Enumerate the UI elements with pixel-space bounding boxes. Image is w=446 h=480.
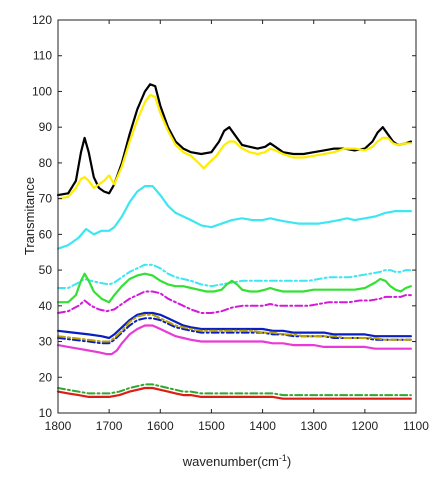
y-tick-label: 50 [39,263,53,277]
series-line-11 [57,383,412,397]
x-tick-label: 1100 [403,419,429,433]
y-axis: 10 20 30 40 50 60 70 80 90 100 110 120 [32,13,416,420]
series-line-6 [57,290,412,314]
series-line-5 [56,272,412,304]
series-line-12 [56,386,412,400]
y-tick-label: 60 [39,227,53,241]
x-axis-label: wavenumber(cm-1) [182,453,291,469]
x-tick-label: 1300 [300,419,327,433]
y-tick-label: 70 [39,192,53,206]
x-tick-label: 1500 [198,419,225,433]
x-axis-label-main: wavenumber(cm [182,454,279,469]
series-line-2 [56,93,412,200]
y-tick-label: 110 [33,49,52,63]
series-line-7 [56,311,412,340]
plot-frame [57,19,417,414]
y-tick-label: 90 [39,120,53,134]
y-tick-label: 30 [39,335,53,349]
series-layer [56,83,412,400]
x-tick-label: 1700 [96,419,123,433]
x-tick-label: 1600 [147,419,174,433]
y-tick-label: 80 [39,156,53,170]
series-line-10 [56,324,412,356]
y-tick-label: 100 [32,84,52,98]
series-line-8 [57,317,412,345]
x-tick-label: 1200 [352,419,379,433]
y-tick-label: 10 [39,406,53,420]
x-axis: 1800 1700 1600 1500 1400 1300 1200 1100 [45,20,429,433]
series-line-3 [56,185,412,250]
x-tick-label: 1400 [249,419,276,433]
x-tick-label: 1800 [45,419,72,433]
y-tick-label: 20 [39,370,53,384]
y-tick-label: 120 [32,13,52,27]
x-axis-label-close: ) [287,454,291,469]
y-tick-label: 40 [39,299,53,313]
y-axis-label: Transmitance [22,177,37,255]
x-axis-label-exponent: -1 [279,453,287,463]
series-line-9 [57,313,412,343]
series-line-4 [57,263,412,289]
